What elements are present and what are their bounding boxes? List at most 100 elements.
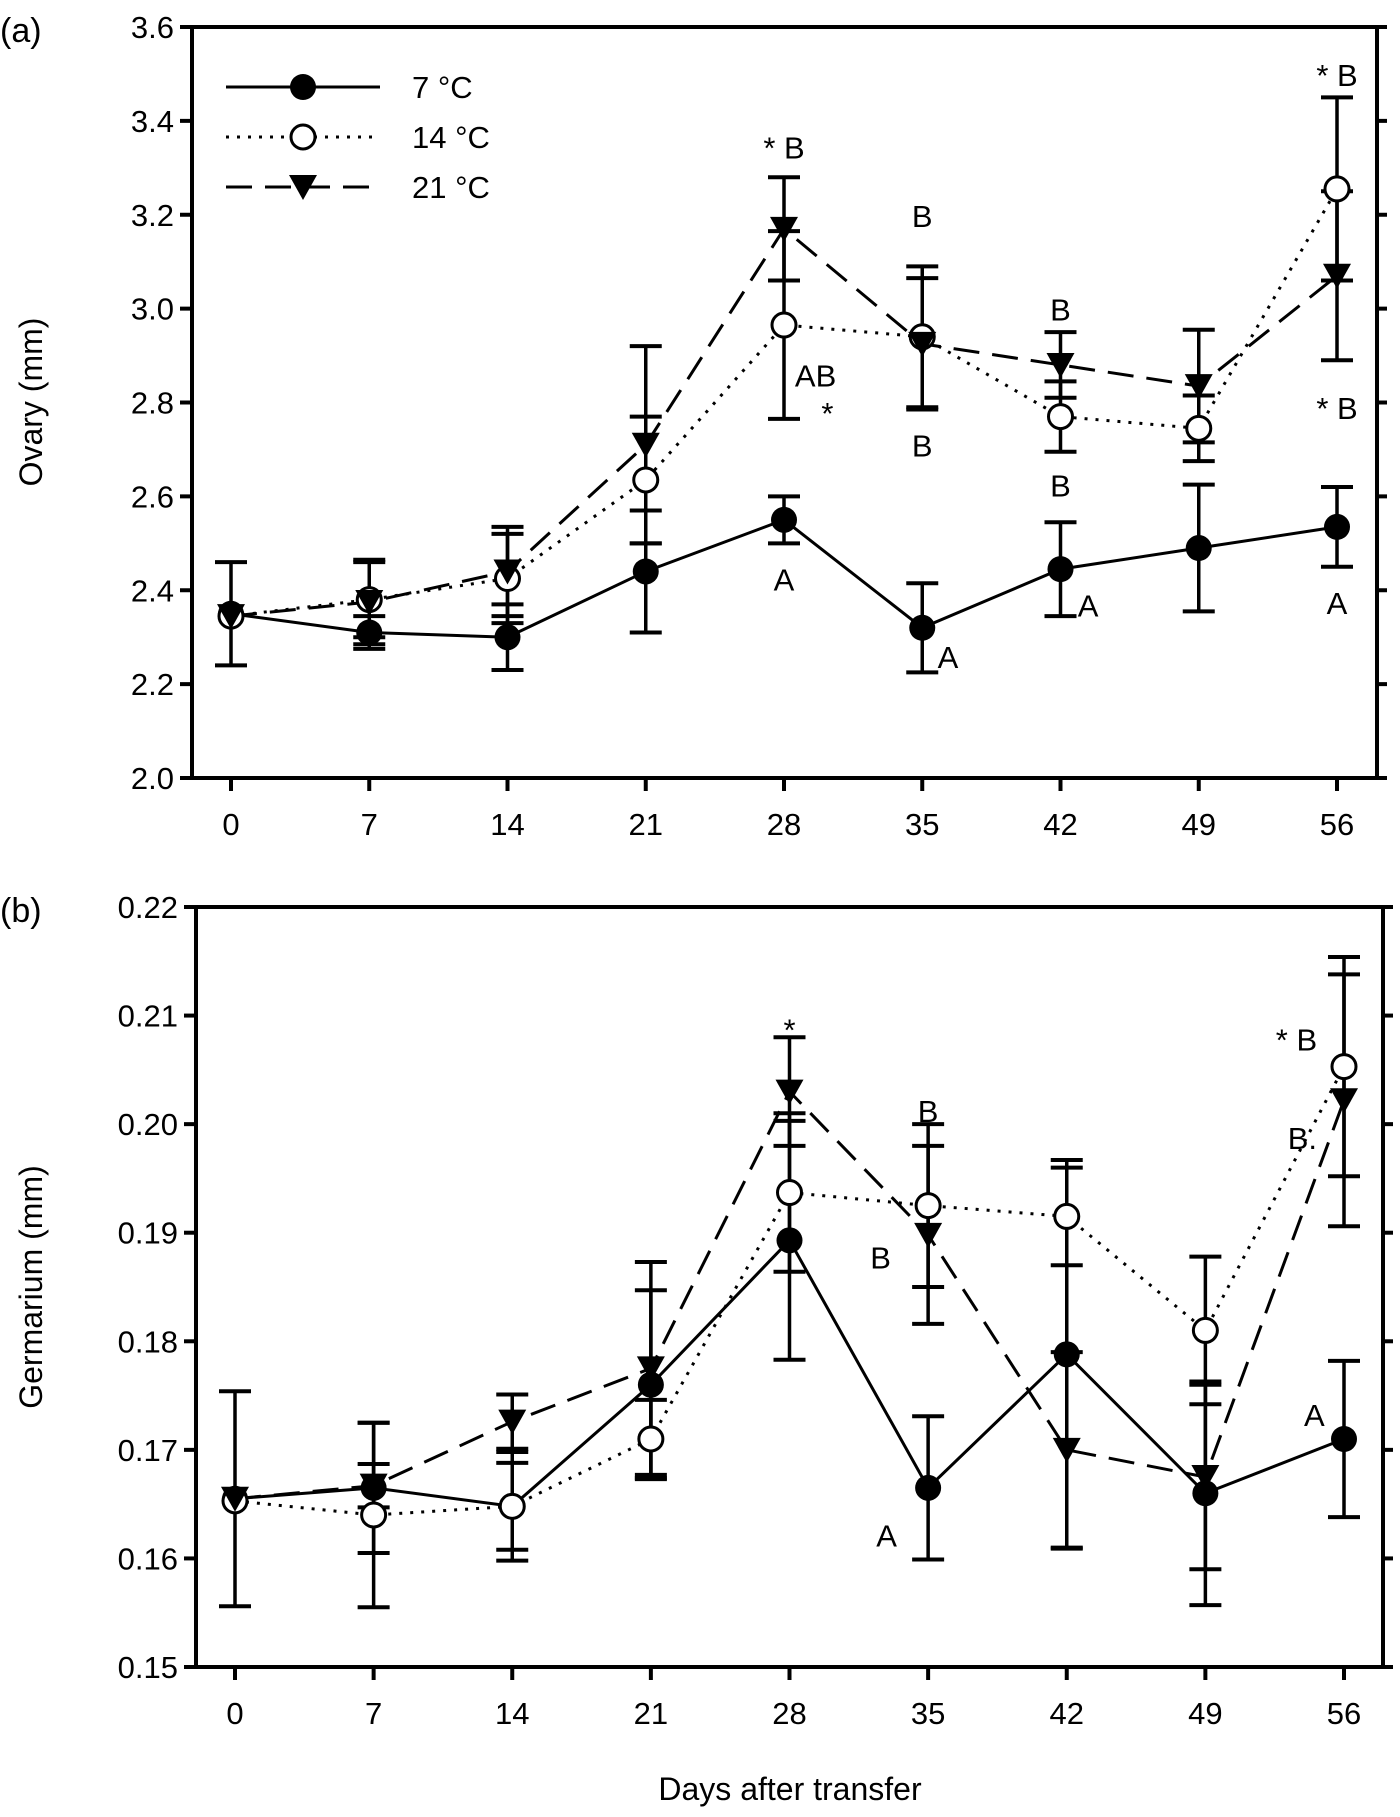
x-tick-label: 42: [1043, 807, 1077, 842]
data-point-filled-circle: [776, 1227, 803, 1254]
data-point-open-circle: [637, 1425, 665, 1453]
significance-label: A: [876, 1519, 897, 1554]
legend-label: 21 °C: [412, 170, 490, 205]
significance-label: B: [912, 199, 933, 234]
significance-label: A: [774, 563, 795, 598]
x-tick-label: 28: [772, 1696, 806, 1731]
significance-label: * B: [1316, 58, 1357, 93]
x-axis-title: Days after transfer: [658, 1771, 922, 1807]
data-point-open-circle: [770, 311, 798, 339]
data-point-open-circle: [1330, 1053, 1358, 1081]
data-point-open-circle: [1191, 1316, 1219, 1344]
significance-label: B: [1050, 469, 1071, 504]
data-point-filled-circle: [771, 506, 797, 533]
data-point-open-circle: [1323, 175, 1351, 203]
legend-label: 7 °C: [412, 70, 473, 105]
data-point-triangle-down: [1323, 263, 1351, 289]
data-point-filled-circle: [1331, 1426, 1357, 1452]
x-tick-label: 21: [634, 1696, 668, 1731]
series-14c: [234, 954, 1360, 1610]
series-line: [230, 188, 1339, 618]
y-tick-label: 3.4: [131, 104, 174, 139]
y-tick-label: 2.4: [131, 573, 174, 608]
data-point-triangle-down: [355, 589, 384, 615]
panel-a: 0 7 14 21 28 35 42 49 56 2.0 2.2 2.4 2.6 2.8 3.0 3.2 3.4…: [131, 10, 1387, 842]
data-point-open-circle: [1047, 403, 1074, 431]
data-point-filled-circle: [1192, 1480, 1219, 1507]
significance-label: A: [938, 640, 959, 675]
data-point-triangle-down: [914, 1222, 943, 1248]
data-point-open-circle: [1185, 414, 1213, 442]
legend: 7 °C 14 °C 21 °C: [226, 70, 490, 205]
significance-label: B: [1050, 293, 1071, 328]
panel-b-y-axis-title: Germarium (mm): [13, 1165, 49, 1409]
panel-a-y-axis-title: Ovary (mm): [13, 318, 49, 487]
y-tick-label: 0.22: [118, 890, 178, 925]
data-point-filled-circle: [494, 624, 521, 651]
data-point-filled-circle: [637, 1371, 664, 1398]
x-tick-label: 0: [222, 807, 239, 842]
x-tick-label: 0: [226, 1696, 243, 1731]
y-tick-label: 2.8: [131, 386, 174, 421]
y-tick-label: 0.19: [118, 1216, 178, 1251]
x-tick-label: 35: [905, 807, 939, 842]
x-tick-label: 56: [1327, 1696, 1361, 1731]
significance-label: * B: [763, 131, 804, 166]
data-point-triangle-down: [221, 1486, 249, 1512]
legend-marker-triangle-down: [289, 175, 317, 200]
data-point-triangle-down: [1330, 1088, 1358, 1114]
significance-label: B: [912, 429, 933, 464]
data-point-filled-circle: [1185, 535, 1212, 562]
data-point-triangle-down: [631, 432, 660, 458]
significance-label: *: [821, 396, 833, 431]
legend-marker-open-circle: [289, 123, 317, 151]
data-point-triangle-down: [1184, 374, 1213, 400]
data-point-triangle-down: [636, 1356, 665, 1382]
data-point-triangle-down: [498, 1409, 527, 1435]
significance-label: * B: [1276, 1022, 1317, 1057]
y-tick-label: 0.17: [118, 1433, 178, 1468]
y-tick-label: 3.6: [131, 10, 174, 45]
data-point-filled-circle: [1047, 556, 1074, 583]
x-tick-label: 56: [1320, 807, 1354, 842]
data-point-filled-circle: [909, 614, 936, 641]
x-tick-label: 49: [1182, 807, 1216, 842]
y-tick-label: 0.21: [118, 999, 178, 1034]
x-tick-label: 7: [365, 1696, 382, 1731]
panel-a-label: (a): [0, 12, 42, 50]
data-point-open-circle: [632, 466, 660, 494]
y-tick-label: 0.15: [118, 1650, 178, 1685]
x-tick-label: 28: [767, 807, 801, 842]
significance-label: A: [1327, 586, 1348, 621]
significance-label: B: [918, 1094, 939, 1129]
data-point-filled-circle: [1324, 513, 1350, 540]
data-point-open-circle: [914, 1192, 942, 1220]
data-point-open-circle: [360, 1501, 388, 1529]
y-tick-label: 3.2: [131, 198, 174, 233]
x-tick-label: 49: [1188, 1696, 1222, 1731]
data-point-open-circle: [1053, 1202, 1081, 1230]
data-point-triangle-down: [217, 604, 245, 630]
x-tick-label: 21: [629, 807, 663, 842]
significance-label: A: [1078, 588, 1099, 623]
data-point-triangle-down: [1052, 1437, 1081, 1463]
data-point-filled-circle: [1053, 1341, 1080, 1368]
significance-label: B: [870, 1241, 891, 1276]
legend-marker-filled-circle: [290, 74, 316, 100]
panel-b-label: (b): [0, 892, 42, 930]
data-point-triangle-down: [770, 216, 798, 242]
data-point-open-circle: [498, 1492, 526, 1520]
x-tick-label: 7: [361, 807, 378, 842]
significance-label: A: [1304, 1398, 1325, 1433]
y-tick-label: 0.18: [118, 1324, 178, 1359]
y-tick-label: 2.0: [131, 761, 174, 796]
panel-b: 0 7 14 21 28 35 42 49 56 0.15 0.16 0.17 0.18 0.19 0.20…: [118, 890, 1393, 1731]
data-point-triangle-down: [1046, 352, 1075, 378]
data-point-triangle-down: [1191, 1465, 1220, 1490]
significance-label: * B: [1316, 391, 1357, 426]
y-tick-label: 2.6: [131, 479, 174, 514]
significance-label: *: [783, 1013, 795, 1048]
data-point-filled-circle: [356, 619, 383, 646]
data-point-triangle-down: [493, 559, 522, 585]
